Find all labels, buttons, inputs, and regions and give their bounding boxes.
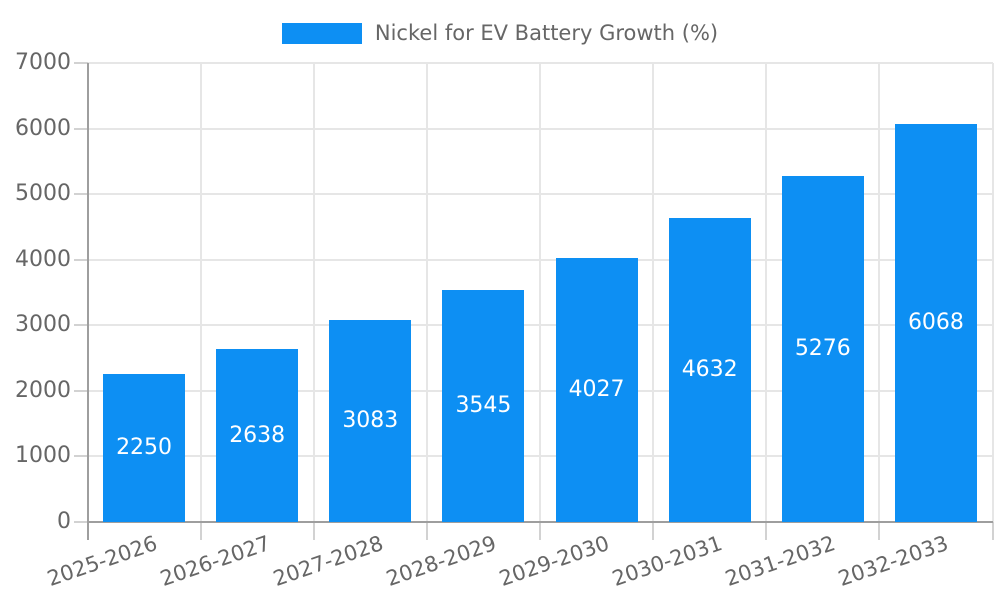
x-axis-tick: [425, 522, 428, 540]
x-axis-tick-label: 2028-2029: [383, 531, 500, 591]
y-axis-tick-label: 1000: [15, 443, 71, 469]
x-axis-tick-label: 2026-2027: [156, 531, 274, 591]
x-axis-tick: [765, 522, 768, 540]
x-axis-tick: [539, 522, 541, 540]
x-axis-tick-label: 2031-2032: [722, 531, 839, 591]
bar-value-label: 5276: [794, 336, 851, 362]
x-axis-line: [86, 521, 993, 523]
bar-value-label: 6068: [907, 310, 964, 336]
y-axis-tick-label: 7000: [15, 50, 71, 75]
bar: [329, 319, 412, 522]
x-axis-tick-label: 2030-2031: [609, 531, 726, 591]
bar-value-label: 3083: [342, 407, 399, 433]
bar-value-label: 2250: [116, 435, 173, 461]
bar: [668, 218, 751, 522]
y-axis-tick-label: 5000: [15, 181, 71, 207]
x-axis-tick: [652, 522, 655, 540]
legend-swatch: [281, 22, 362, 44]
bar: [781, 176, 864, 522]
v-gridline: [991, 63, 994, 522]
y-axis-tick: [73, 521, 88, 523]
x-axis-tick: [991, 522, 994, 540]
v-gridline: [765, 63, 768, 522]
y-axis-tick-label: 6000: [15, 115, 71, 141]
v-gridline: [539, 63, 541, 522]
bar: [894, 124, 977, 522]
v-gridline: [312, 63, 315, 522]
y-axis-tick-label: 0: [57, 509, 71, 534]
y-axis-tick: [73, 62, 88, 64]
y-axis-line: [86, 63, 89, 540]
y-axis-tick: [73, 127, 88, 130]
y-axis-tick: [73, 193, 88, 196]
v-gridline: [425, 63, 428, 522]
x-axis-tick-label: 2027-2028: [270, 531, 387, 591]
y-axis-tick: [73, 389, 88, 392]
y-axis-tick-label: 2000: [15, 377, 71, 403]
y-axis-tick-label: 3000: [15, 312, 71, 338]
bar: [442, 289, 525, 522]
v-gridline: [652, 63, 655, 522]
x-axis-tick-label: 2029-2030: [496, 531, 613, 591]
y-axis-tick: [73, 455, 88, 458]
x-axis-tick: [312, 522, 315, 540]
y-axis-tick: [73, 258, 88, 261]
bar-value-label: 2638: [229, 422, 286, 448]
y-axis-tick-label: 4000: [15, 246, 71, 272]
legend-label: Nickel for EV Battery Growth (%): [374, 21, 719, 45]
x-axis-tick-label: 2025-2026: [43, 531, 160, 591]
v-gridline: [878, 63, 881, 522]
bar: [555, 257, 638, 522]
chart-legend: Nickel for EV Battery Growth (%): [0, 20, 1000, 46]
y-axis-tick: [73, 324, 88, 327]
x-axis-tick-label: 2032-2033: [835, 531, 952, 591]
x-axis-tick: [199, 522, 202, 540]
bar-value-label: 4632: [681, 357, 738, 383]
bar-value-label: 3545: [455, 392, 512, 418]
bar-value-label: 4027: [568, 376, 625, 402]
bar: [103, 374, 186, 522]
x-axis-tick: [878, 522, 881, 540]
v-gridline: [199, 63, 202, 522]
bar: [216, 349, 299, 522]
